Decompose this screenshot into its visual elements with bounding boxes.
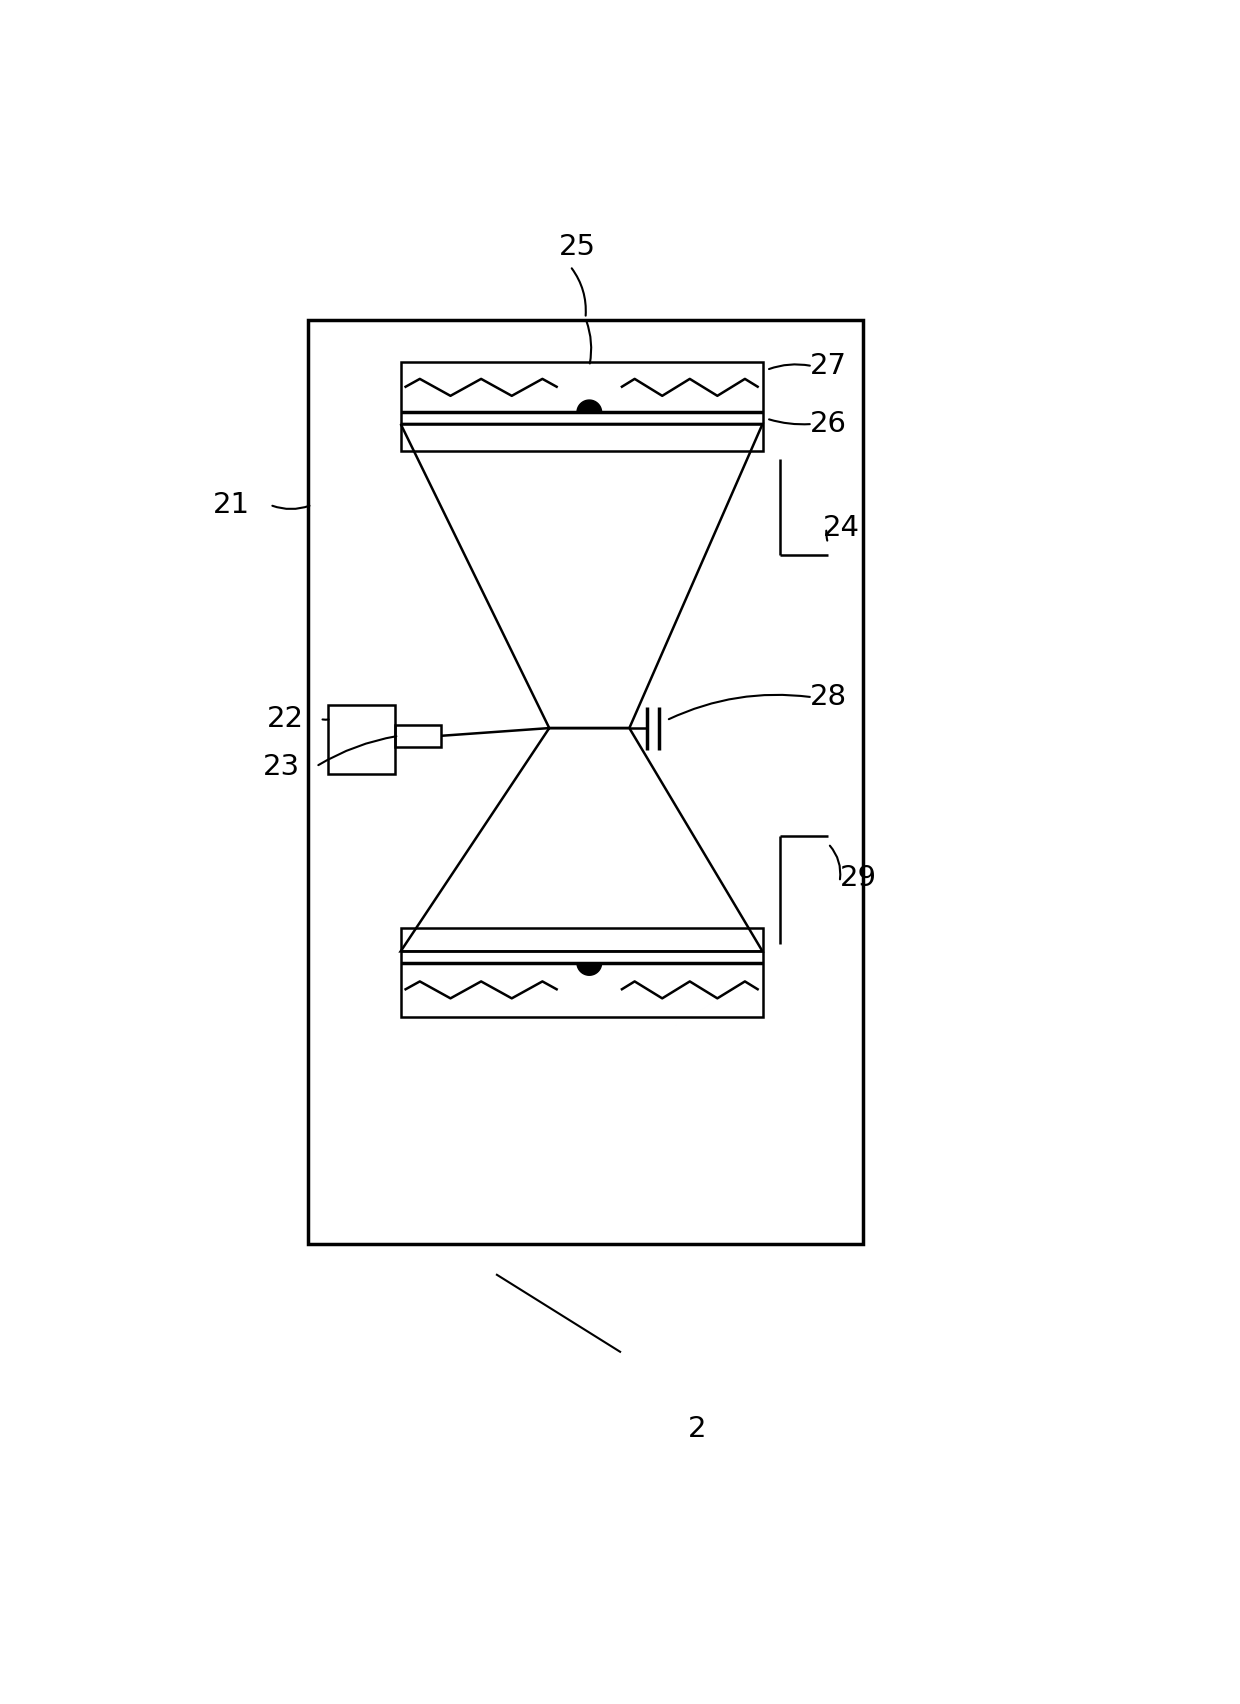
Text: 26: 26 xyxy=(810,411,847,438)
Bar xyxy=(396,724,441,746)
Bar xyxy=(327,705,396,774)
Text: 25: 25 xyxy=(559,233,596,261)
Text: 21: 21 xyxy=(213,491,249,518)
Text: 2: 2 xyxy=(688,1414,707,1443)
Text: 29: 29 xyxy=(841,864,878,893)
Bar xyxy=(401,929,763,1017)
Text: 24: 24 xyxy=(823,515,861,542)
Bar xyxy=(401,363,763,452)
Text: 28: 28 xyxy=(810,683,847,711)
Text: 27: 27 xyxy=(810,353,847,380)
Text: 23: 23 xyxy=(263,753,300,780)
Text: 22: 22 xyxy=(267,705,304,733)
Polygon shape xyxy=(577,963,601,975)
Polygon shape xyxy=(577,400,601,412)
Bar xyxy=(309,320,863,1244)
